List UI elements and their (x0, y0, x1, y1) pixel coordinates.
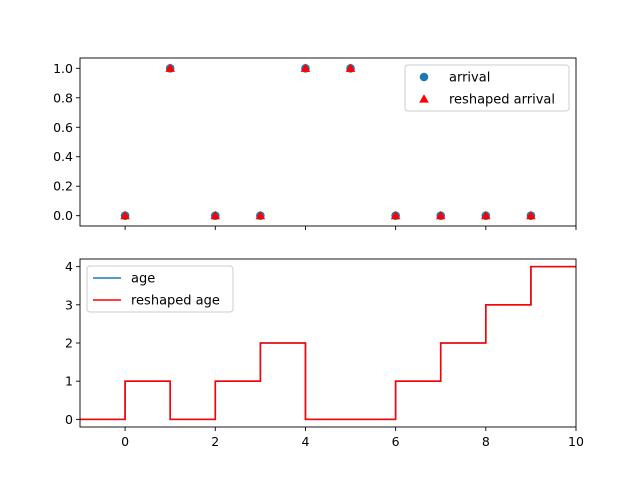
plot-1-series-2-point-6 (345, 63, 356, 72)
plot-1-series-2-point-3 (210, 210, 221, 220)
plot-2-x-tick-label-4: 6 (392, 434, 400, 449)
plot-2-series-2-line (80, 265, 576, 421)
plot-1-legend-label-2: reshaped arrival (449, 93, 555, 108)
plot-1-legend-label-1: arrival (449, 71, 490, 86)
plot-2-legend: age reshaped age (86, 265, 234, 313)
plot-2-legend-label-2: reshaped age (131, 294, 220, 309)
plot-1-legend-box (404, 64, 570, 112)
plot-2-y-tick-label-2: 1 (65, 374, 73, 389)
plot-2-y-tick-label-4: 3 (65, 297, 73, 312)
plot-1-series-2-point-8 (435, 210, 446, 220)
plot-1-series-2-point-7 (390, 210, 401, 220)
plot-1-series-2-point-4 (255, 210, 266, 220)
plot-2-legend-box (86, 265, 234, 313)
plot-2-data (80, 265, 576, 421)
plot-1-legend-swatch-1 (419, 72, 429, 82)
plot-1-series-2-point-2 (165, 63, 175, 72)
plot-2-y-tick-label-3: 2 (65, 336, 73, 351)
plot-1-y-tick-label-5: 0.8 (53, 90, 73, 105)
plot-1-legend-swatch-2 (419, 94, 429, 103)
plot-1-y-tick-label-3: 0.4 (53, 149, 73, 164)
plot-1-series-2-point-9 (481, 210, 491, 220)
plot-1-series-2-point-5 (300, 63, 311, 72)
plot-1-y-tick-label-1: 0.0 (53, 208, 73, 223)
plot-1-data (120, 63, 536, 220)
plot-1-y-tick-label-4: 0.6 (53, 120, 73, 135)
plot-1-series-2-point-10 (526, 210, 536, 220)
plot-2-x-tick-label-1: 0 (121, 434, 129, 449)
plot-1-y-tick-label-6: 1.0 (53, 61, 73, 76)
plot-2-x-tick-label-2: 2 (211, 434, 219, 449)
plot-1-legend: arrival reshaped arrival (404, 64, 570, 112)
plot-1-axes-frame (79, 57, 577, 227)
arrival-scatter-plot: 0.0 0.2 0.4 0.6 0.8 1.0 arrival reshaped arriva… (53, 57, 577, 230)
age-step-plot: 0 2 4 6 8 10 0 1 2 3 4 age reshaped age (65, 258, 584, 449)
plot-2-legend-label-1: age (131, 272, 155, 287)
plot-2-x-tick-label-3: 4 (301, 434, 309, 449)
plot-2-y-tick-label-1: 0 (65, 412, 73, 427)
plot-2-y-tick-label-5: 4 (65, 259, 73, 274)
plot-1-y-tick-label-2: 0.2 (53, 179, 73, 194)
plot-1-series-2-point-1 (120, 210, 130, 220)
plot-2-x-tick-label-5: 8 (482, 434, 490, 449)
plot-2-x-tick-label-6: 10 (568, 434, 584, 449)
